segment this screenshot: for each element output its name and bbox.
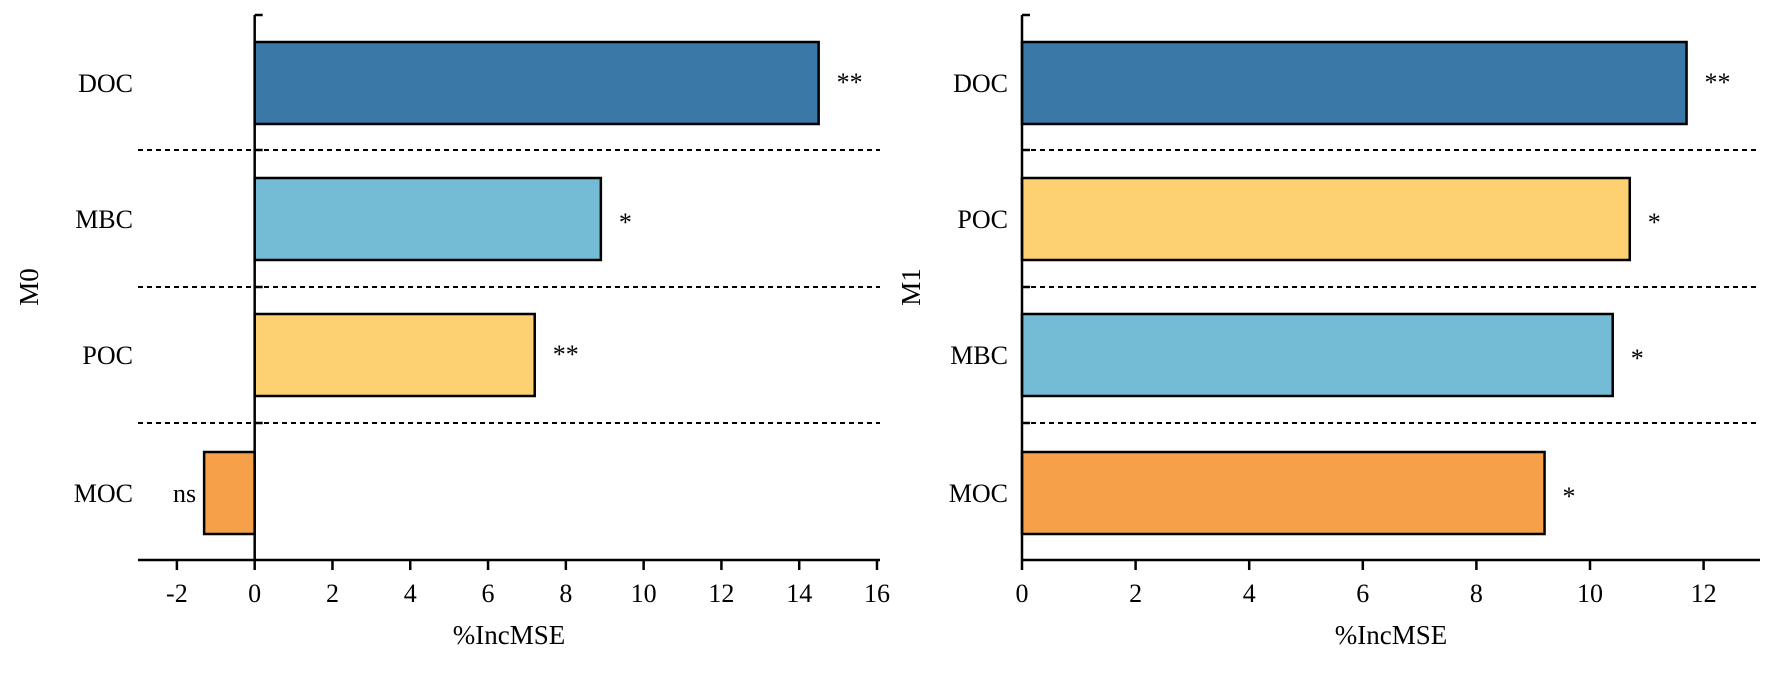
category-label-poc: POC <box>82 341 133 370</box>
significance-label: ** <box>837 68 863 97</box>
category-label-moc: MOC <box>949 479 1008 508</box>
x-tick-label: 14 <box>786 579 812 608</box>
x-tick-label: 6 <box>482 579 495 608</box>
significance-label: * <box>619 208 632 237</box>
category-label-mbc: MBC <box>75 205 133 234</box>
bar-mbc <box>253 176 603 262</box>
x-tick-label: 4 <box>1243 579 1256 608</box>
bar-mbc <box>1020 312 1614 398</box>
significance-label: * <box>1563 482 1576 511</box>
x-axis-title: %IncMSE <box>453 620 565 650</box>
category-label-mbc: MBC <box>950 341 1008 370</box>
x-tick-label: 16 <box>864 579 890 608</box>
category-label-poc: POC <box>957 205 1008 234</box>
x-tick-label: 2 <box>326 579 339 608</box>
bar-poc <box>253 312 536 398</box>
y-axis-title: M0 <box>14 268 44 306</box>
x-tick-label: 12 <box>708 579 734 608</box>
category-label-doc: DOC <box>78 69 133 98</box>
x-tick-label: 0 <box>248 579 261 608</box>
x-tick-label: 2 <box>1129 579 1142 608</box>
x-tick-label: 10 <box>1577 579 1603 608</box>
category-label-moc: MOC <box>74 479 133 508</box>
x-tick-label: 8 <box>559 579 572 608</box>
bar-doc <box>253 40 820 126</box>
x-tick-label: 12 <box>1691 579 1717 608</box>
bar-moc <box>202 450 256 536</box>
x-tick-label: 4 <box>404 579 417 608</box>
chart-panel-m0: DOC ** MBC * POC ** MOC ns -2 0 2 4 6 8 10 12 14 16 %IncMS… <box>14 13 890 650</box>
bar-moc <box>1020 450 1546 536</box>
significance-label: ** <box>1705 68 1731 97</box>
x-tick-label: 0 <box>1016 579 1029 608</box>
y-axis-title: M1 <box>896 268 926 306</box>
chart-panel-m1: DOC ** POC * MBC * MOC * 0 2 4 6 8 10 12 %IncMSE M1 <box>896 13 1760 650</box>
bar-doc <box>1020 40 1688 126</box>
significance-label: ns <box>173 479 196 508</box>
significance-label: ** <box>553 340 579 369</box>
x-tick-label: 6 <box>1356 579 1369 608</box>
x-tick-label: -2 <box>166 579 188 608</box>
x-tick-label: 10 <box>631 579 657 608</box>
significance-label: * <box>1631 344 1644 373</box>
category-label-doc: DOC <box>953 69 1008 98</box>
significance-label: * <box>1648 208 1661 237</box>
x-axis-title: %IncMSE <box>1335 620 1447 650</box>
bar-poc <box>1020 176 1632 262</box>
x-tick-label: 8 <box>1470 579 1483 608</box>
